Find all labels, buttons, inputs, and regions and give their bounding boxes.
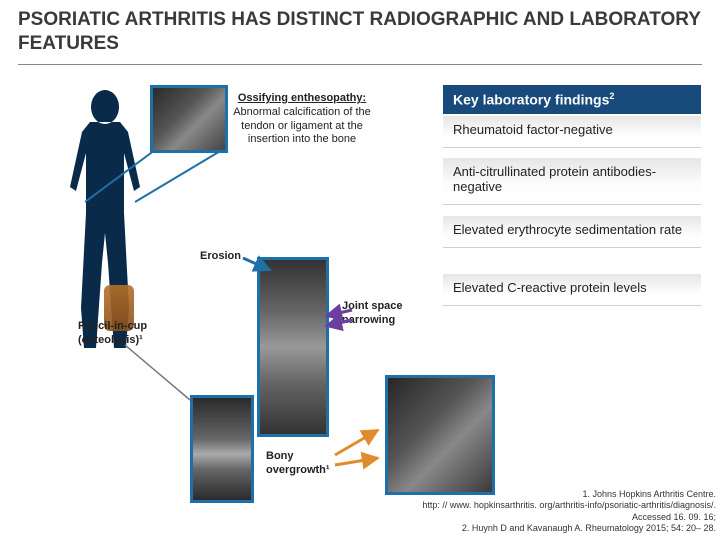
reference-line: http: // www. hopkinsarthritis. org/arth…: [422, 500, 716, 511]
references: 1. Johns Hopkins Arthritis Centre. http:…: [422, 489, 716, 534]
callout-bony-overgrowth: Bony overgrowth¹: [266, 450, 346, 478]
lab-findings-header-text: Key laboratory findings: [453, 92, 609, 108]
xray-hand: [150, 85, 228, 153]
xray-fingers: [257, 257, 329, 437]
lab-item: Elevated erythrocyte sedimentation rate: [443, 216, 701, 248]
lab-item: Elevated C-reactive protein levels: [443, 274, 701, 306]
xray-toes: [385, 375, 495, 495]
lab-findings-header-sup: 2: [609, 91, 614, 101]
callout-pencil-cup: Pencil-in-cup (osteolysis)¹: [78, 320, 168, 348]
callout-ossifying: Ossifying enthesopathy: Abnormal calcifi…: [232, 92, 372, 147]
reference-line: 1. Johns Hopkins Arthritis Centre.: [422, 489, 716, 500]
xray-pencil-cup: [190, 395, 254, 503]
lab-findings-header: Key laboratory findings2: [443, 85, 701, 114]
callout-erosion: Erosion: [200, 250, 241, 264]
callout-joint-space: Joint space narrowing: [342, 300, 422, 328]
reference-line: 2. Huynh D and Kavanaugh A. Rheumatology…: [422, 523, 716, 534]
callout-ossifying-text: Abnormal calcification of the tendon or …: [233, 106, 371, 146]
lab-item: Anti-citrullinated protein antibodies-ne…: [443, 158, 701, 205]
lab-item: Rheumatoid factor-negative: [443, 116, 701, 148]
callout-ossifying-title: Ossifying enthesopathy:: [238, 92, 366, 104]
reference-line: Accessed 16. 09. 16;: [422, 512, 716, 523]
page-title: PSORIATIC ARTHRITIS HAS DISTINCT RADIOGR…: [18, 8, 702, 65]
